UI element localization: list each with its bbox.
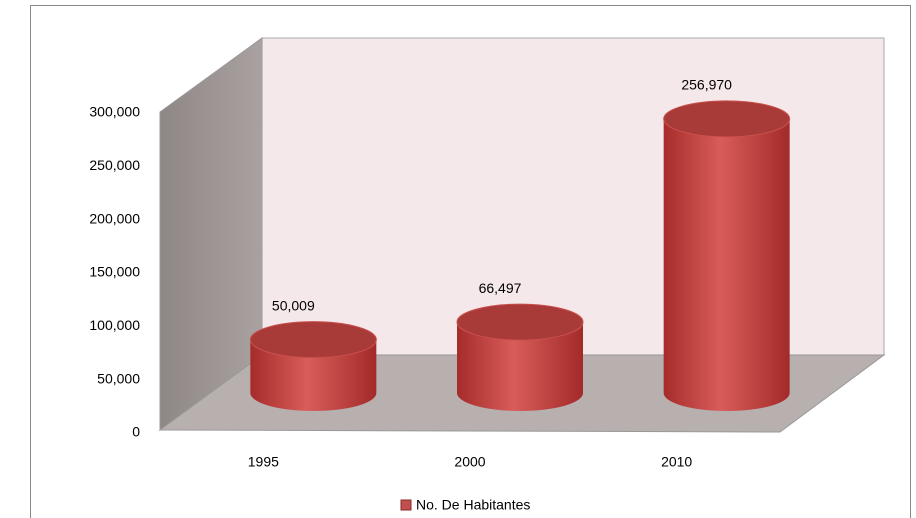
cylinder-top xyxy=(456,303,584,341)
data-label: 50,009 xyxy=(272,297,315,313)
y-tick-label: 0 xyxy=(132,424,140,440)
y-tick-label: 100,000 xyxy=(89,317,140,333)
legend-swatch xyxy=(400,499,412,511)
cylinder-top xyxy=(249,321,377,359)
data-label: 66,497 xyxy=(479,280,522,296)
y-tick-label: 250,000 xyxy=(89,157,140,173)
y-tick-label: 150,000 xyxy=(89,264,140,280)
y-tick-label: 200,000 xyxy=(89,210,140,226)
cylinder-body xyxy=(663,118,790,411)
back-wall xyxy=(261,37,885,356)
cylinder-body xyxy=(250,339,377,411)
x-tick-label: 1995 xyxy=(248,454,279,470)
cylinder-body xyxy=(457,322,583,411)
x-tick-label: 2000 xyxy=(454,454,485,470)
y-tick-label: 300,000 xyxy=(89,104,140,120)
y-tick-label: 50,000 xyxy=(97,370,140,386)
x-tick-label: 2010 xyxy=(661,454,692,470)
cylinder-top xyxy=(663,100,791,138)
data-label: 256,970 xyxy=(681,77,732,93)
legend-label: No. De Habitantes xyxy=(416,497,530,513)
